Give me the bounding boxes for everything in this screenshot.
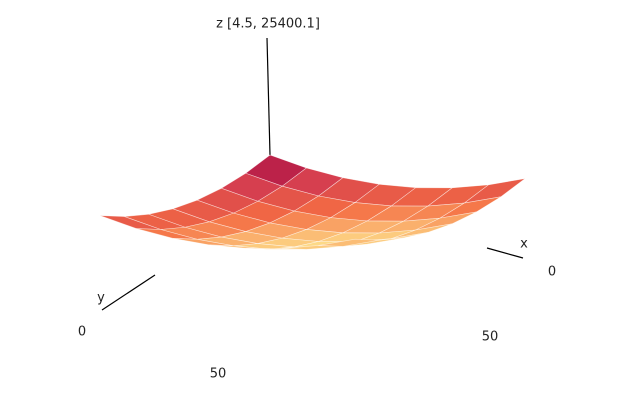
x-axis-line <box>486 247 524 259</box>
surface-cell <box>318 238 380 247</box>
y-axis-label: y <box>97 291 105 306</box>
x-axis-label: x <box>520 237 528 252</box>
x-tick-label: 50 <box>482 330 499 345</box>
y-axis-line <box>101 274 156 311</box>
z-axis-label: z [4.5, 25400.1] <box>216 17 320 32</box>
z-axis-line <box>266 37 271 156</box>
y-tick-label: 50 <box>210 367 227 382</box>
x-tick-label: 0 <box>548 265 556 280</box>
y-tick-label: 0 <box>78 325 86 340</box>
